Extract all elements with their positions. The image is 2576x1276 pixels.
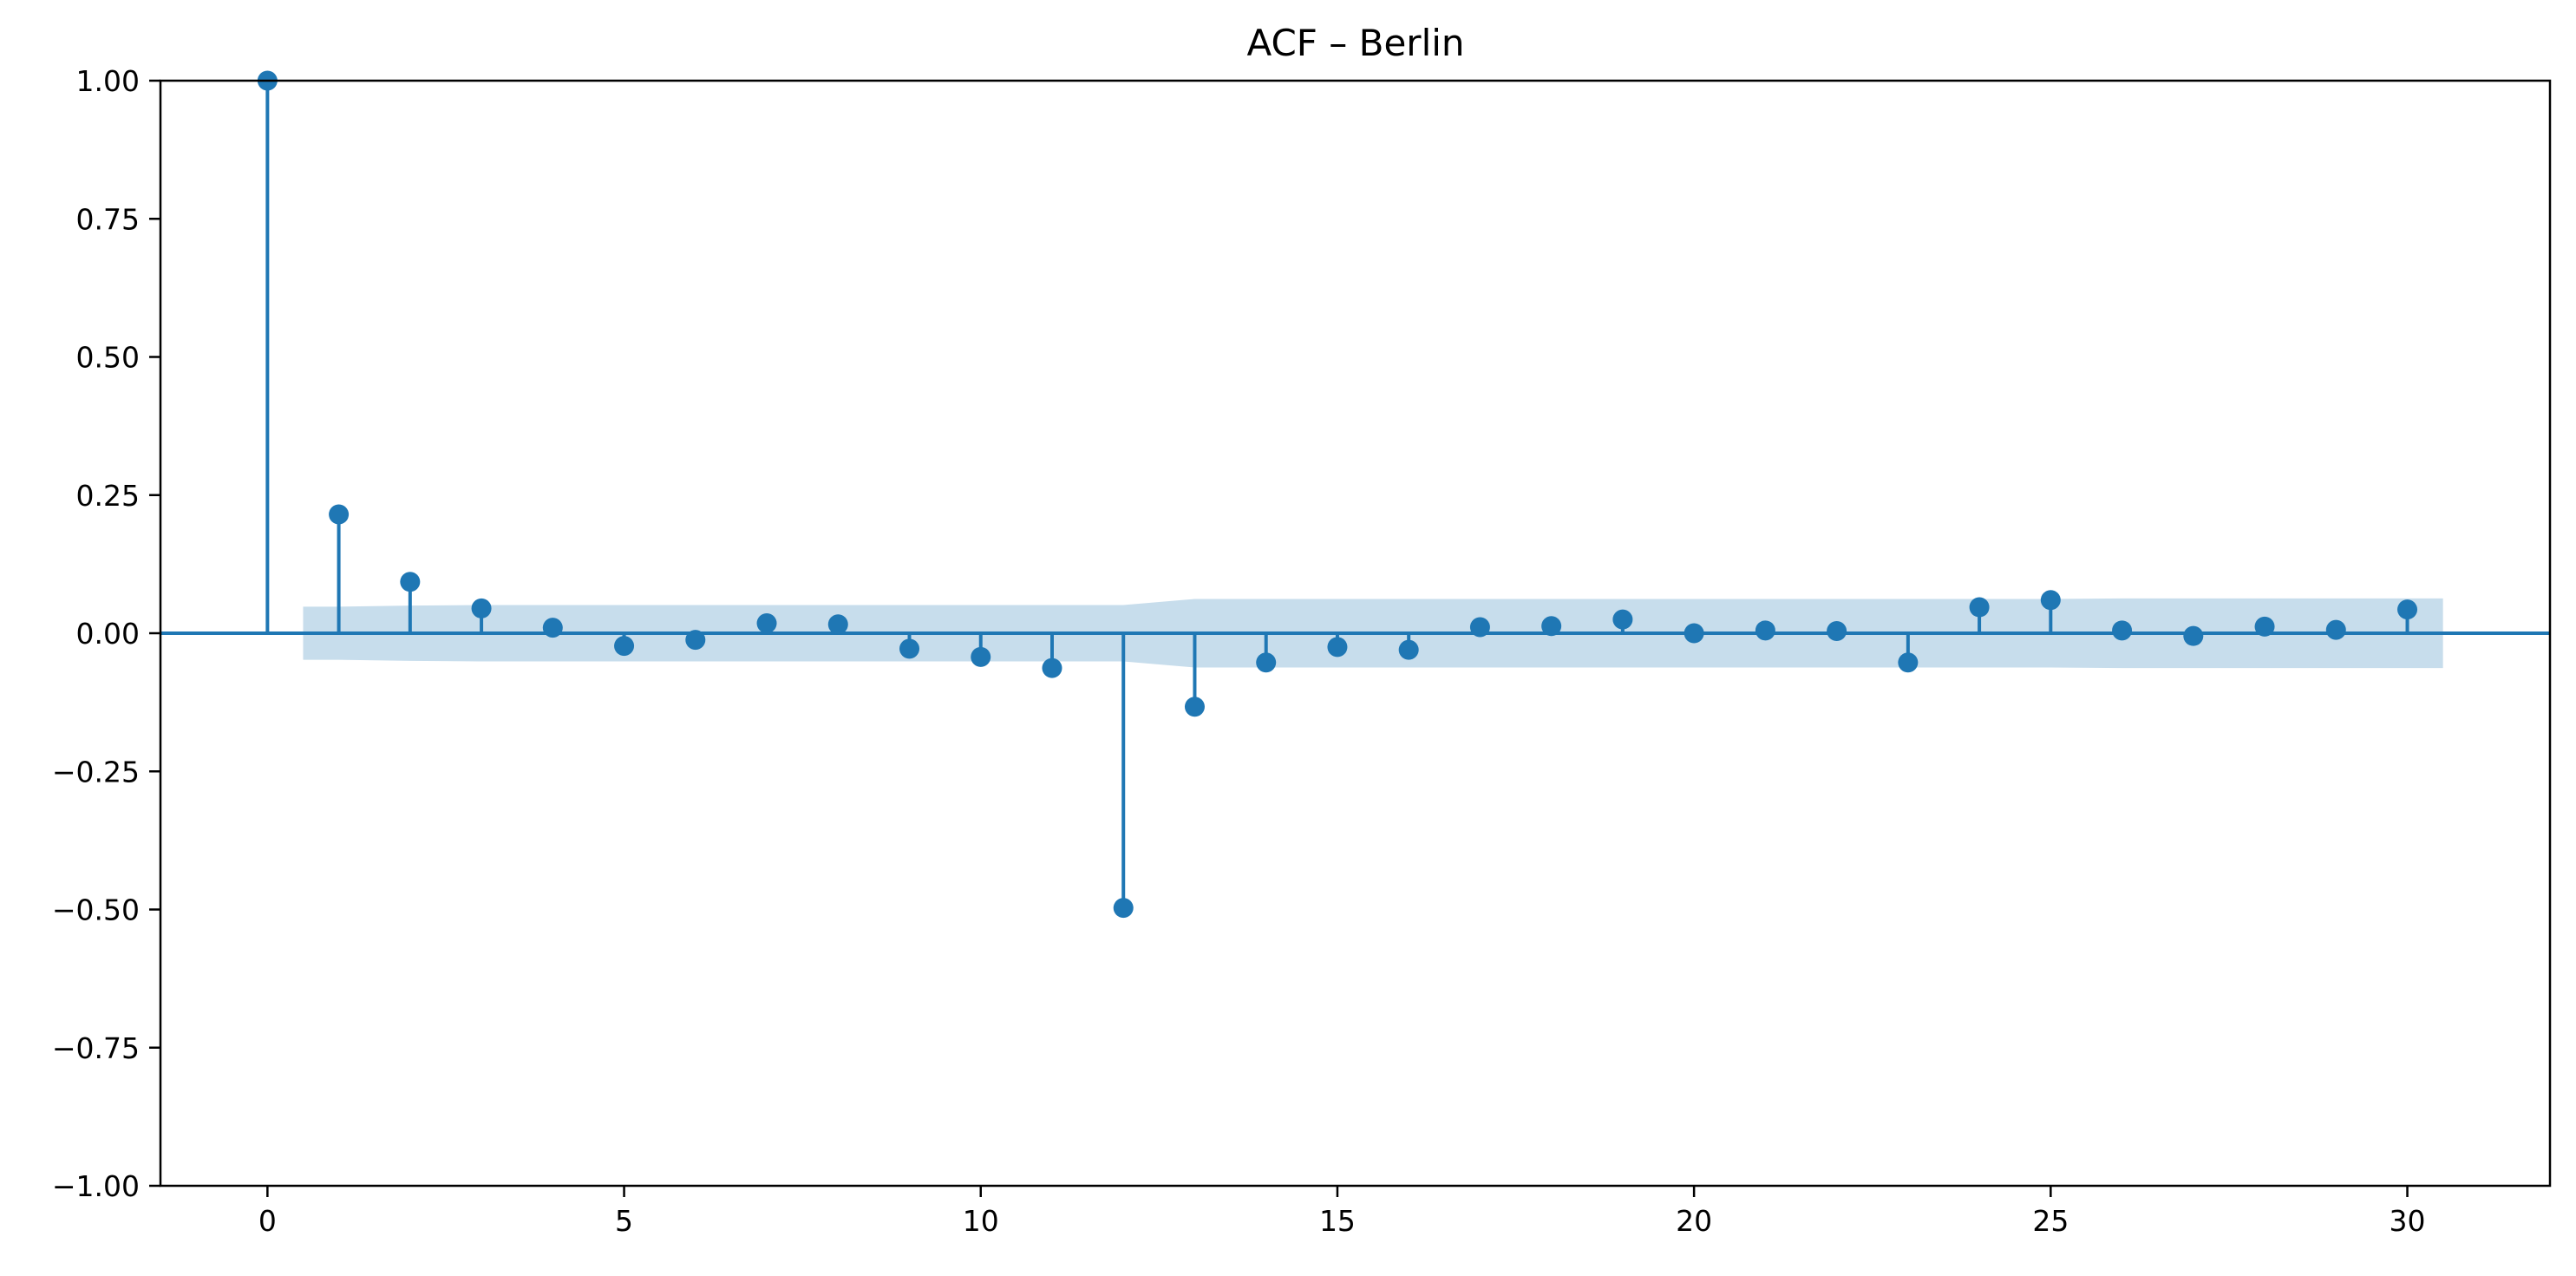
acf-point-lag-8 <box>827 614 848 635</box>
y-tick-label-7: −0.75 <box>52 1031 140 1065</box>
x-tick-label-15: 15 <box>1319 1204 1356 1238</box>
acf-point-lag-12 <box>1113 898 1134 919</box>
acf-point-lag-15 <box>1327 637 1348 658</box>
acf-point-lag-22 <box>1827 620 1847 641</box>
acf-point-lag-20 <box>1684 623 1704 644</box>
y-tick-label-6: −0.50 <box>52 893 140 927</box>
acf-point-lag-23 <box>1898 652 1919 673</box>
x-tick-label-20: 20 <box>1676 1204 1712 1238</box>
acf-point-lag-27 <box>2183 625 2204 646</box>
acf-point-lag-19 <box>1612 609 1633 630</box>
acf-point-lag-14 <box>1256 652 1277 673</box>
acf-point-lag-7 <box>756 613 777 634</box>
acf-point-lag-29 <box>2325 619 2346 640</box>
y-tick-label-5: −0.25 <box>52 755 140 789</box>
acf-point-lag-18 <box>1541 616 1562 637</box>
chart-title: ACF – Berlin <box>1246 22 1464 64</box>
acf-point-lag-3 <box>471 598 492 618</box>
acf-point-lag-5 <box>614 636 635 657</box>
acf-point-lag-24 <box>1969 597 1990 618</box>
acf-point-lag-11 <box>1042 658 1062 678</box>
y-tick-label-1: 0.75 <box>76 202 140 236</box>
acf-point-lag-13 <box>1184 697 1205 717</box>
y-tick-label-2: 0.50 <box>76 341 140 375</box>
x-tick-label-10: 10 <box>963 1204 999 1238</box>
x-axis: 0 5 10 15 20 25 30 <box>258 1186 2426 1238</box>
acf-point-lag-30 <box>2397 599 2418 620</box>
acf-point-lag-4 <box>542 618 563 638</box>
y-axis: 1.00 0.75 0.50 0.25 0.00 −0.25 −0.50 −0.75 −1.00 <box>52 64 160 1203</box>
acf-point-lag-10 <box>971 646 991 667</box>
acf-point-lag-1 <box>329 504 350 525</box>
y-tick-label-8: −1.00 <box>52 1169 140 1203</box>
y-tick-label-0: 1.00 <box>76 64 140 98</box>
y-tick-label-3: 0.25 <box>76 479 140 513</box>
acf-point-lag-16 <box>1398 639 1419 660</box>
x-tick-label-0: 0 <box>258 1204 277 1238</box>
acf-point-lag-26 <box>2112 620 2133 641</box>
x-tick-label-25: 25 <box>2032 1204 2069 1238</box>
acf-point-lag-2 <box>400 572 421 592</box>
marker-layer <box>257 70 2418 919</box>
acf-point-lag-25 <box>2040 590 2061 611</box>
acf-point-lag-28 <box>2254 616 2275 637</box>
y-tick-label-4: 0.00 <box>76 617 140 651</box>
acf-point-lag-6 <box>685 630 706 651</box>
x-tick-label-30: 30 <box>2390 1204 2426 1238</box>
acf-point-lag-21 <box>1755 620 1775 641</box>
acf-point-lag-9 <box>899 638 920 659</box>
stem-layer <box>265 81 2409 908</box>
x-tick-label-5: 5 <box>615 1204 633 1238</box>
acf-point-lag-17 <box>1469 617 1490 638</box>
